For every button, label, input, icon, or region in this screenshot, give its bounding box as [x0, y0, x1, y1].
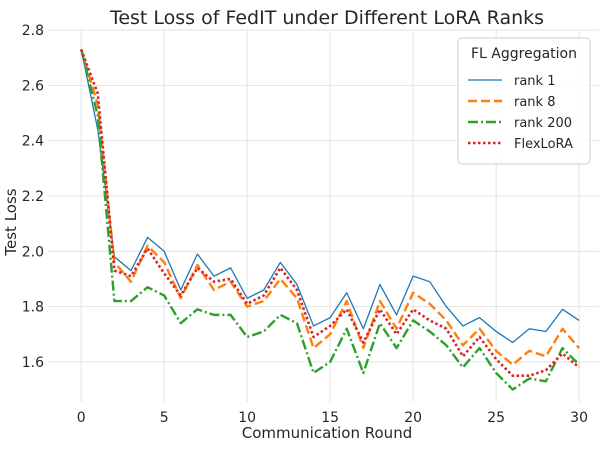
x-tick-label: 30: [570, 410, 588, 426]
y-tick-label: 2.8: [22, 23, 44, 39]
legend-label: rank 200: [514, 116, 572, 131]
y-axis-label: Test Loss: [2, 188, 20, 256]
x-tick-label: 15: [321, 410, 339, 426]
legend-label: rank 1: [514, 74, 555, 89]
legend-box: [457, 37, 591, 165]
legend-items: rank 1 rank 8 rank 200 FlexLoRA: [468, 74, 573, 152]
grid: [48, 29, 599, 402]
y-tick-label: 1.6: [22, 355, 44, 371]
series-line-rank-8: [80, 49, 580, 366]
x-tick-label: 25: [487, 410, 505, 426]
x-tick-label: 5: [160, 410, 169, 426]
x-tick-label: 0: [77, 410, 86, 426]
x-axis-label: Communication Round: [242, 424, 412, 442]
y-tick-label: 2.2: [22, 189, 44, 205]
legend-label: rank 8: [514, 95, 555, 110]
tick-labels: 0 5 10 15 20 25 30 1.6 1.8 2.0 2.2 2.4 2.6 2.8: [22, 23, 588, 426]
legend-label: FlexLoRA: [514, 137, 573, 152]
x-tick-label: 20: [404, 410, 422, 426]
series-group: [79, 48, 580, 391]
x-tick-label: 10: [238, 410, 256, 426]
chart-title: Test Loss of FedIT under Different LoRA …: [109, 7, 544, 29]
series-line-flexlora: [79, 48, 580, 378]
series-line-rank-200: [80, 49, 580, 391]
y-tick-label: 2.4: [22, 134, 44, 150]
y-tick-label: 2.0: [22, 244, 44, 260]
y-tick-label: 1.8: [22, 300, 44, 316]
y-tick-label: 2.6: [22, 78, 44, 94]
series-line-rank-1: [80, 49, 580, 344]
legend-title: FL Aggregation: [471, 46, 577, 62]
legend: FL Aggregation rank 1 rank 8 rank 200 FlexL…: [457, 37, 591, 165]
